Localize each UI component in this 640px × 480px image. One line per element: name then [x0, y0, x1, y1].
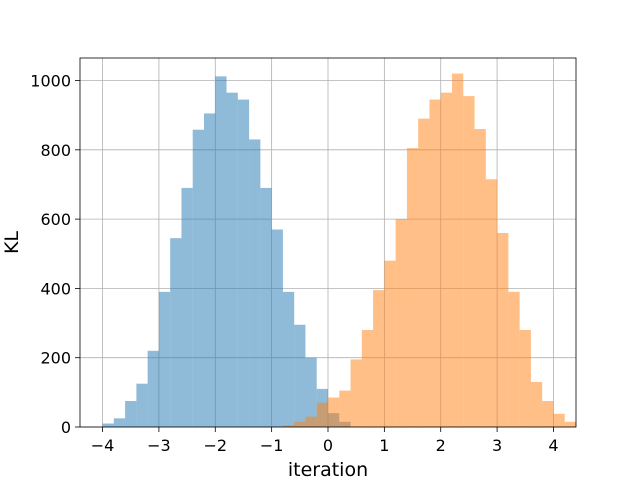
histogram-bar [181, 187, 193, 427]
y-tick-label: 400 [40, 279, 71, 298]
histogram-bar [463, 96, 475, 428]
histogram-bar [440, 92, 452, 427]
x-axis-ticks: −4 −3 −2 −1 0 1 2 3 4 [91, 427, 559, 455]
x-tick-label: 0 [323, 436, 333, 455]
histogram-bar [294, 421, 306, 427]
histogram-bar [395, 219, 407, 427]
histogram-bar [429, 99, 441, 428]
x-tick-label: 3 [492, 436, 502, 455]
x-tick-label: −2 [203, 436, 227, 455]
x-tick-label: −4 [91, 436, 115, 455]
histogram-series-1 [282, 73, 576, 428]
x-tick-label: −1 [260, 436, 284, 455]
histogram-bar [406, 148, 419, 427]
histogram-bar [508, 291, 520, 427]
histogram-bar [249, 139, 261, 427]
y-axis-label: KL [1, 231, 23, 254]
y-tick-label: 600 [40, 210, 71, 229]
histogram-bar [294, 324, 306, 427]
histogram-bar [350, 359, 362, 427]
histogram-bar [226, 92, 238, 427]
histogram-series-0 [102, 76, 351, 428]
histogram-bar [384, 260, 396, 427]
histogram-bar [542, 401, 554, 427]
histogram-bar [553, 413, 565, 427]
histogram-bar [113, 418, 126, 427]
x-tick-label: −3 [147, 436, 171, 455]
histogram-bar [305, 416, 317, 427]
y-tick-label: 0 [61, 418, 71, 437]
histogram-bar [147, 350, 159, 427]
y-tick-label: 1000 [30, 72, 71, 91]
histogram-bar [452, 73, 464, 427]
histogram-bar [305, 357, 317, 427]
y-tick-label: 800 [40, 141, 71, 160]
histogram-bar [215, 76, 227, 428]
histogram-bar [237, 99, 250, 428]
y-tick-label: 200 [40, 349, 71, 368]
y-axis-ticks: 0 200 400 600 800 1000 [30, 72, 80, 437]
x-tick-label: 4 [548, 436, 558, 455]
histogram-bar [530, 381, 543, 427]
histogram-bar [497, 232, 509, 427]
histogram-bar [271, 229, 283, 427]
histogram-bar [102, 423, 114, 427]
histogram-bar [339, 390, 351, 427]
histogram-bar [158, 291, 171, 427]
histogram-bar [282, 291, 295, 427]
x-tick-label: 2 [436, 436, 446, 455]
histogram-bars [102, 73, 576, 428]
histogram-bar [192, 129, 204, 427]
histogram-bar [474, 129, 486, 427]
histogram-bar [328, 397, 340, 427]
histogram-bar [282, 425, 295, 427]
histogram-bar [373, 290, 385, 427]
histogram-bar [485, 179, 498, 427]
histogram-bar [316, 402, 328, 427]
histogram-bar [564, 421, 576, 427]
histogram-bar [418, 118, 430, 428]
histogram-bar [170, 238, 182, 427]
histogram-bar [519, 329, 531, 427]
x-axis-label: iteration [288, 459, 368, 480]
histogram-bar [260, 187, 272, 427]
x-tick-label: 1 [379, 436, 389, 455]
histogram-bar [125, 401, 137, 427]
histogram-bar [361, 329, 374, 427]
histogram-bar [136, 383, 148, 427]
histogram-bar [204, 113, 216, 428]
